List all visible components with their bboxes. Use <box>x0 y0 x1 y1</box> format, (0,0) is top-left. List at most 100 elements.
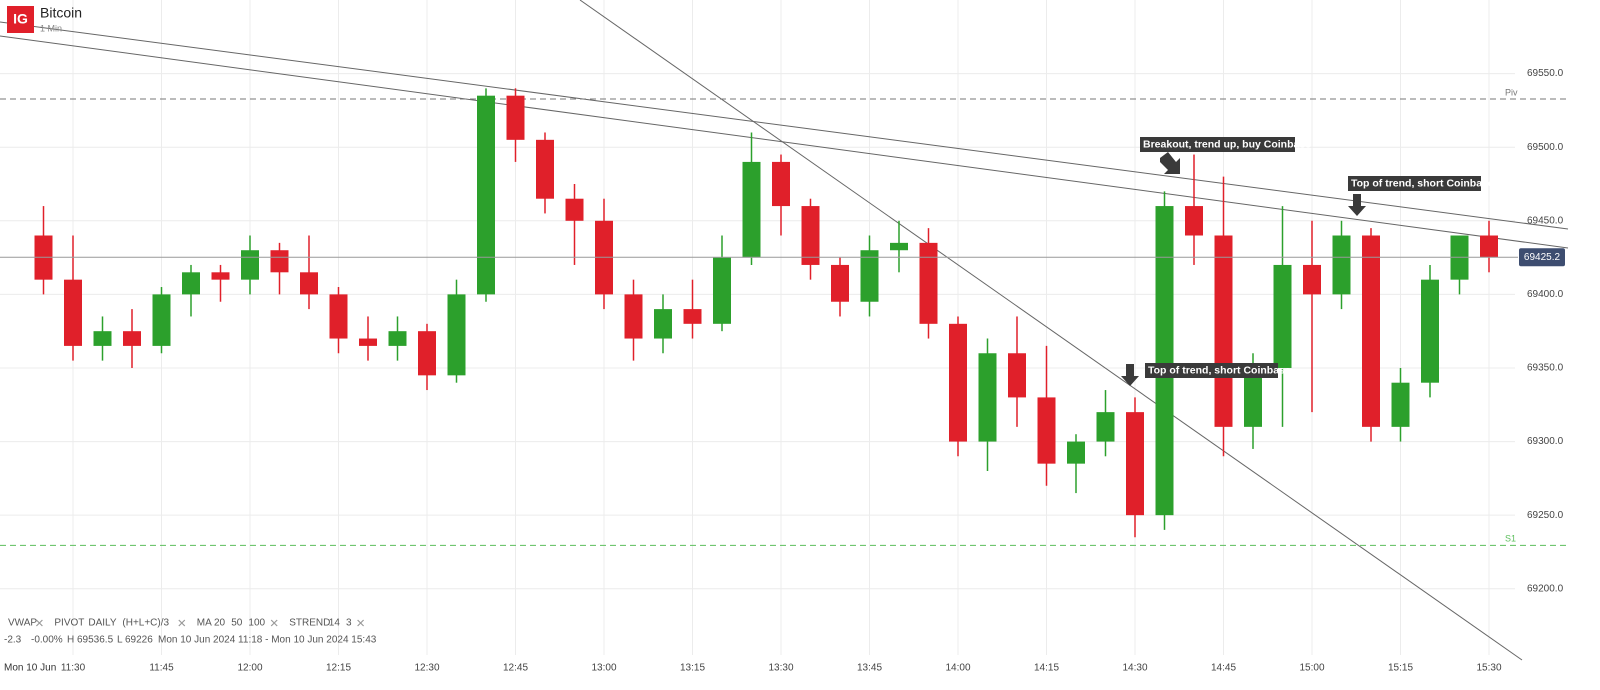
x-tick-label: 15:30 <box>1476 663 1501 674</box>
annotation-arrow <box>1160 152 1180 174</box>
x-tick-label: 13:15 <box>680 663 705 674</box>
candle-body <box>1273 264 1292 368</box>
x-tick-label: 13:00 <box>591 663 616 674</box>
candle-body <box>624 294 643 339</box>
indicator-remove[interactable] <box>270 619 278 627</box>
x-tick-label: 12:00 <box>237 663 262 674</box>
trendline <box>0 35 1569 249</box>
interval[interactable]: 1 Min <box>40 23 62 33</box>
x-date-label: Mon 10 Jun <box>4 663 56 674</box>
candle-body <box>359 338 377 346</box>
indicator-param[interactable]: 20 <box>214 618 226 629</box>
y-tick-label: 69300.0 <box>1527 436 1564 447</box>
annotation-text: Top of trend, short Coinbase <box>1351 177 1494 189</box>
x-tick-label: 14:15 <box>1034 663 1059 674</box>
indicator-param[interactable]: DAILY <box>88 618 116 629</box>
instrument-title[interactable]: Bitcoin <box>40 5 82 21</box>
x-tick-label: 11:30 <box>61 663 86 674</box>
candle-body <box>713 257 731 324</box>
candle-body <box>182 272 200 295</box>
indicator-param[interactable]: 50 <box>231 618 243 629</box>
candle-body <box>93 331 112 346</box>
x-tick-label: 15:15 <box>1388 663 1413 674</box>
candle-body <box>742 161 761 258</box>
candle-body <box>860 250 879 302</box>
annotation-text: Top of trend, short Coinbase <box>1148 364 1291 376</box>
indicator-param[interactable]: 3 <box>346 618 352 629</box>
candle-body <box>447 294 466 376</box>
x-tick-label: 12:30 <box>414 663 439 674</box>
indicator-remove[interactable] <box>35 619 43 627</box>
x-tick-label: 15:00 <box>1299 663 1324 674</box>
candle-body <box>152 294 171 346</box>
candle-body <box>831 264 849 302</box>
logo-text: IG <box>13 11 28 27</box>
indicator-param[interactable]: 14 <box>329 618 341 629</box>
candle-body <box>801 206 820 265</box>
candle-body <box>1126 412 1144 516</box>
candle-body <box>1480 235 1498 258</box>
trendline <box>0 21 1569 230</box>
candle-body <box>388 331 407 346</box>
x-tick-label: 12:45 <box>503 663 528 674</box>
candle-body <box>1185 206 1203 236</box>
candle-body <box>241 250 259 280</box>
indicator-remove[interactable] <box>357 619 365 627</box>
candle-body <box>1096 412 1115 442</box>
x-tick-label: 14:30 <box>1122 663 1147 674</box>
candle-body <box>683 309 702 324</box>
candle-body <box>949 323 967 442</box>
candle-body <box>418 331 436 376</box>
x-tick-label: 14:00 <box>945 663 970 674</box>
trendline <box>579 0 1523 661</box>
annotation-box <box>1145 363 1278 378</box>
session-low: L 69226 <box>117 635 153 646</box>
indicator-name[interactable]: STREND <box>289 618 330 629</box>
candle-body <box>123 331 141 346</box>
session-high: H 69536.5 <box>67 635 114 646</box>
indicator-name[interactable]: VWAP <box>8 618 37 629</box>
price-change-pct: -0.00% <box>31 635 63 646</box>
indicator-legend: VWAP PIVOT DAILY (H+L+C)/3 MA 20 50 100 STREND14… <box>4 618 377 646</box>
indicator-param[interactable]: (H+L+C)/3 <box>122 618 169 629</box>
indicator-name[interactable]: PIVOT <box>54 618 84 629</box>
candle-body <box>329 294 348 339</box>
candle-body <box>1303 264 1321 295</box>
candle-body <box>1067 441 1085 464</box>
indicator-name[interactable]: MA <box>197 618 212 629</box>
candle-body <box>654 309 672 339</box>
x-tick-label: 11:45 <box>149 663 174 674</box>
logo <box>7 6 34 33</box>
last-price-label: 69425.2 <box>1524 252 1561 263</box>
x-tick-label: 14:45 <box>1211 663 1236 674</box>
candle-body <box>1214 235 1233 427</box>
pivot-label: S1 <box>1505 534 1516 544</box>
indicator-remove[interactable] <box>178 619 186 627</box>
candle-body <box>1362 235 1380 427</box>
y-tick-label: 69450.0 <box>1527 215 1564 226</box>
candle-body <box>978 353 997 442</box>
candle-body <box>536 139 554 199</box>
candle-body <box>1391 382 1410 427</box>
candle-body <box>1008 353 1026 398</box>
indicator-param[interactable]: 100 <box>248 618 265 629</box>
y-tick-label: 69200.0 <box>1527 583 1564 594</box>
candle-body <box>64 279 82 346</box>
y-tick-label: 69400.0 <box>1527 289 1564 300</box>
y-tick-label: 69250.0 <box>1527 510 1564 521</box>
candle-body <box>919 242 938 324</box>
pivot-label: Piv <box>1505 87 1518 97</box>
plot-area: Piv S1 <box>0 87 1568 546</box>
annotation-text: Breakout, trend up, buy Coinbase <box>1143 138 1311 150</box>
candle-body <box>1421 279 1439 383</box>
candle-body <box>890 242 908 251</box>
candle-body <box>506 95 525 140</box>
candle-body <box>1037 397 1056 464</box>
candle-body <box>1332 235 1351 295</box>
candle-body <box>211 272 230 280</box>
x-tick-label: 13:30 <box>768 663 793 674</box>
price-change: -2.3 <box>4 635 22 646</box>
